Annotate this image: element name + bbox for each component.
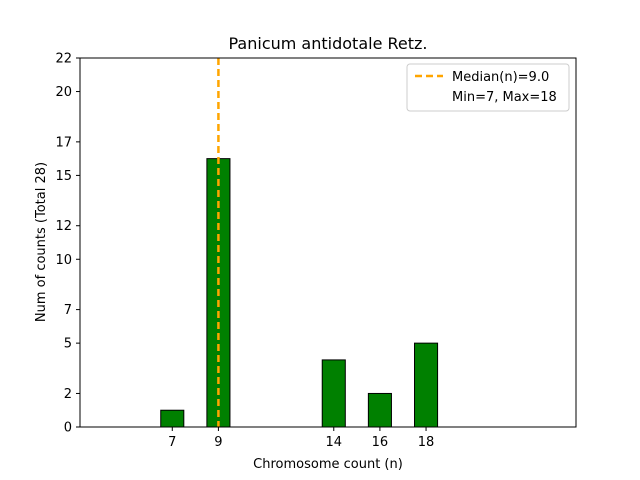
x-tick-label-14: 14 <box>325 435 342 450</box>
y-tick-label-5: 5 <box>64 337 72 352</box>
legend-entry-median: Median(n)=9.0 <box>452 70 549 85</box>
y-tick-label-7: 7 <box>64 303 72 318</box>
bar-14 <box>321 359 346 428</box>
bar-16 <box>367 392 392 428</box>
x-axis-label: Chromosome count (n) <box>253 457 403 472</box>
y-tick-label-0: 0 <box>64 421 72 436</box>
y-axis-ticks: 0 2 5 7 10 12 15 17 20 22 <box>55 52 80 436</box>
x-tick-label-7: 7 <box>168 435 176 450</box>
legend-box <box>406 63 570 112</box>
y-tick-label-20: 20 <box>55 85 72 100</box>
y-tick-label-12: 12 <box>55 219 72 234</box>
y-tick-label-2: 2 <box>64 387 72 402</box>
chart-title: Panicum antidotale Retz. <box>229 34 428 53</box>
legend: Median(n)=9.0 Min=7, Max=18 <box>406 63 570 112</box>
bar-18 <box>414 342 439 428</box>
y-tick-label-22: 22 <box>55 52 72 67</box>
y-tick-label-17: 17 <box>55 135 72 150</box>
x-tick-label-18: 18 <box>418 435 435 450</box>
x-tick-label-9: 9 <box>214 435 222 450</box>
y-tick-label-15: 15 <box>55 169 72 184</box>
x-tick-label-16: 16 <box>372 435 389 450</box>
plot-frame <box>79 57 577 428</box>
y-axis-label: Num of counts (Total 28) <box>34 162 49 322</box>
x-axis-ticks: 7 9 14 16 18 <box>168 427 434 450</box>
legend-entry-range: Min=7, Max=18 <box>452 90 557 105</box>
bar-7 <box>160 409 185 428</box>
y-tick-label-10: 10 <box>55 253 72 268</box>
